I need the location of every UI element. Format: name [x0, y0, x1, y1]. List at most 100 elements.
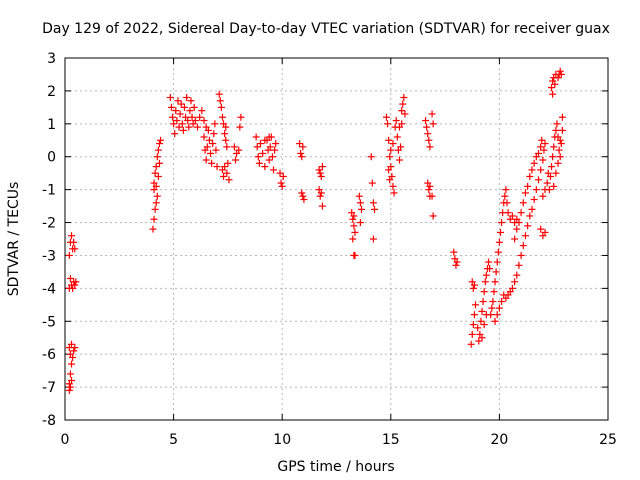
- data-point: [278, 182, 286, 190]
- data-point: [521, 189, 529, 197]
- y-tick-label: -1: [42, 183, 56, 199]
- x-tick-label: 20: [490, 432, 508, 448]
- data-point: [513, 271, 521, 279]
- data-point: [177, 100, 185, 108]
- data-point: [515, 219, 523, 227]
- data-point: [551, 80, 559, 88]
- data-point: [424, 130, 432, 138]
- data-point: [385, 166, 393, 174]
- data-point: [215, 90, 223, 98]
- data-point: [550, 182, 558, 190]
- data-point: [174, 97, 182, 105]
- data-point: [485, 258, 493, 266]
- data-point: [297, 149, 305, 157]
- data-point: [453, 258, 461, 266]
- y-tick-label: 0: [47, 150, 56, 166]
- data-point: [524, 182, 532, 190]
- data-point: [221, 130, 229, 138]
- data-point: [71, 344, 79, 352]
- data-point: [149, 225, 157, 233]
- data-point: [504, 209, 512, 217]
- data-point: [279, 172, 287, 180]
- data-point: [151, 205, 159, 213]
- data-point: [265, 133, 273, 141]
- data-point: [65, 284, 73, 292]
- data-point: [450, 248, 458, 256]
- data-point: [530, 196, 538, 204]
- data-point: [253, 143, 261, 151]
- x-tick-label: 5: [169, 432, 178, 448]
- x-tick-label: 25: [599, 432, 617, 448]
- data-point: [511, 278, 519, 286]
- data-point: [316, 192, 324, 200]
- data-point: [486, 265, 494, 273]
- data-point: [538, 136, 546, 144]
- data-point: [553, 120, 561, 128]
- data-point: [543, 179, 551, 187]
- data-points: [65, 67, 566, 394]
- data-point: [557, 140, 565, 148]
- data-point: [196, 113, 204, 121]
- data-point: [66, 370, 74, 378]
- y-tick-label: -6: [42, 347, 56, 363]
- data-point: [508, 212, 516, 220]
- data-point: [482, 271, 490, 279]
- data-point: [300, 196, 308, 204]
- data-point: [200, 117, 208, 125]
- data-point: [550, 143, 558, 151]
- data-point: [545, 186, 553, 194]
- data-point: [534, 149, 542, 157]
- data-point: [266, 143, 274, 151]
- data-point: [428, 110, 436, 118]
- data-point: [537, 143, 545, 151]
- data-point: [517, 209, 525, 217]
- y-tick-label: -3: [42, 248, 56, 264]
- data-point: [401, 110, 409, 118]
- data-point: [496, 228, 504, 236]
- data-point: [389, 182, 397, 190]
- data-point: [212, 146, 220, 154]
- data-point: [198, 107, 206, 115]
- y-tick-label: -2: [42, 216, 56, 232]
- data-point: [511, 235, 519, 243]
- data-point: [317, 189, 325, 197]
- data-point: [222, 123, 230, 131]
- data-point: [205, 136, 213, 144]
- data-point: [537, 166, 545, 174]
- data-point: [469, 284, 477, 292]
- data-point: [558, 113, 566, 121]
- x-axis-label: GPS time / hours: [277, 459, 394, 475]
- y-tick-label: 1: [47, 117, 56, 133]
- data-point: [494, 248, 502, 256]
- data-point: [552, 169, 560, 177]
- data-point: [472, 301, 480, 309]
- data-point: [265, 156, 273, 164]
- data-point: [470, 311, 478, 319]
- data-point: [478, 334, 486, 342]
- data-point: [208, 159, 216, 167]
- data-point: [469, 321, 477, 329]
- data-point: [222, 136, 230, 144]
- data-point: [392, 117, 400, 125]
- data-point: [555, 146, 563, 154]
- data-point: [532, 186, 540, 194]
- data-point: [317, 172, 325, 180]
- x-tick-label: 0: [61, 432, 70, 448]
- data-point: [537, 225, 545, 233]
- data-point: [528, 166, 536, 174]
- data-point: [468, 330, 476, 338]
- data-point: [369, 199, 377, 207]
- data-point: [558, 126, 566, 134]
- data-point: [318, 163, 326, 171]
- data-point: [66, 274, 74, 282]
- data-point: [400, 93, 408, 101]
- data-point: [517, 251, 525, 259]
- data-point: [188, 113, 196, 121]
- data-point: [318, 202, 326, 210]
- data-point: [151, 169, 159, 177]
- data-point: [190, 103, 198, 111]
- data-point: [399, 100, 407, 108]
- data-point: [489, 298, 497, 306]
- data-point: [180, 103, 188, 111]
